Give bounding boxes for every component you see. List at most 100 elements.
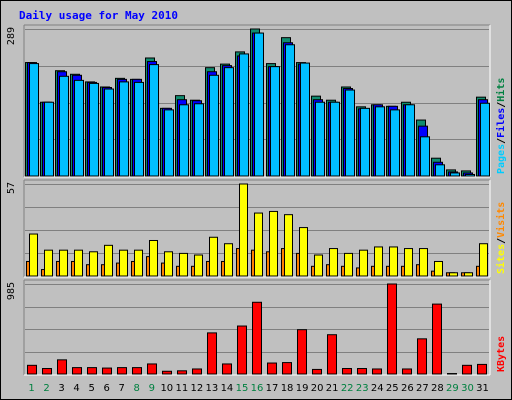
legend-visits: Visits xyxy=(495,202,507,238)
x-tick-label-day-2: 2 xyxy=(43,383,49,394)
legend-files: Files xyxy=(495,108,507,138)
bar-kbytes-day-22 xyxy=(342,368,352,375)
legend-separator: / xyxy=(496,138,507,144)
axis-max-label-middle: 57 xyxy=(6,182,17,194)
bar-pages-day-16 xyxy=(254,32,264,177)
bar-pages-day-12 xyxy=(194,103,204,177)
x-tick-label-day-28: 28 xyxy=(431,383,444,394)
bar-pages-day-8 xyxy=(134,81,144,177)
legend-separator: / xyxy=(496,102,507,108)
bar-sites-day-1 xyxy=(29,233,38,277)
bar-kbytes-day-24 xyxy=(372,368,382,375)
bar-kbytes-day-18 xyxy=(282,362,292,375)
bar-sites-day-14 xyxy=(224,243,233,277)
x-tick-label-day-5: 5 xyxy=(88,383,94,394)
bar-sites-day-10 xyxy=(164,251,173,277)
x-tick-label-day-8: 8 xyxy=(134,383,140,394)
bar-kbytes-day-4 xyxy=(72,367,82,375)
x-tick-label-day-7: 7 xyxy=(119,383,125,394)
bar-kbytes-day-7 xyxy=(117,367,127,375)
panel-middle: 57 Sites/Visits xyxy=(6,179,507,278)
bar-sites-day-31 xyxy=(479,243,488,277)
bar-sites-day-12 xyxy=(194,254,203,277)
bar-pages-day-26 xyxy=(405,104,415,177)
bar-sites-day-11 xyxy=(179,252,188,277)
x-tick-label-day-24: 24 xyxy=(371,383,384,394)
x-tick-label-day-13: 13 xyxy=(206,383,219,394)
bar-pages-day-3 xyxy=(59,75,69,177)
bar-pages-day-6 xyxy=(104,88,114,177)
bar-pages-day-4 xyxy=(74,79,84,177)
bar-pages-day-9 xyxy=(149,64,159,177)
x-tick-label-day-22: 22 xyxy=(341,383,354,394)
bar-kbytes-day-16 xyxy=(252,301,262,375)
x-tick-label-day-10: 10 xyxy=(160,383,173,394)
legend-sites: Sites xyxy=(495,244,507,274)
panel-bottom: 985 KBytes xyxy=(6,279,507,376)
legend-bottom: KBytes xyxy=(496,336,507,372)
bar-sites-day-8 xyxy=(134,249,143,277)
bar-pages-day-20 xyxy=(315,101,325,177)
legend-separator: / xyxy=(496,238,507,244)
bar-pages-day-18 xyxy=(285,44,295,177)
bar-sites-day-25 xyxy=(389,246,398,277)
chart-title: Daily usage for May 2010 xyxy=(19,9,178,22)
bar-sites-day-28 xyxy=(434,260,443,277)
legend-kbytes: KBytes xyxy=(496,336,507,372)
bar-kbytes-day-17 xyxy=(267,362,277,375)
bar-kbytes-day-29 xyxy=(447,373,457,375)
bar-pages-day-5 xyxy=(89,82,99,177)
bar-kbytes-day-14 xyxy=(222,363,232,375)
bar-pages-day-14 xyxy=(224,67,234,177)
bar-kbytes-day-3 xyxy=(57,359,67,375)
bar-kbytes-day-23 xyxy=(357,368,367,375)
x-tick-label-day-15: 15 xyxy=(236,383,249,394)
bar-pages-day-19 xyxy=(300,62,310,177)
bar-kbytes-day-11 xyxy=(177,370,187,375)
bar-pages-day-24 xyxy=(375,106,385,177)
bar-pages-day-22 xyxy=(345,89,355,177)
bar-kbytes-day-9 xyxy=(147,363,157,375)
bar-sites-day-17 xyxy=(269,210,278,277)
bar-sites-day-9 xyxy=(149,239,158,277)
bar-sites-day-13 xyxy=(209,236,218,277)
bar-kbytes-day-25 xyxy=(387,283,397,375)
bar-kbytes-day-12 xyxy=(192,368,202,375)
bar-sites-day-26 xyxy=(404,248,413,277)
bar-pages-day-15 xyxy=(239,53,249,177)
bar-kbytes-day-19 xyxy=(297,329,307,375)
bar-pages-day-23 xyxy=(360,107,370,177)
bar-sites-day-5 xyxy=(89,251,98,277)
bar-sites-day-19 xyxy=(299,227,308,277)
legend-top: Pages/Files/Hits xyxy=(495,78,507,174)
bar-pages-day-31 xyxy=(480,102,490,177)
bar-sites-day-16 xyxy=(254,212,263,277)
x-tick-label-day-4: 4 xyxy=(73,383,79,394)
bar-kbytes-day-8 xyxy=(132,367,142,375)
bar-kbytes-day-10 xyxy=(162,370,172,375)
bar-pages-day-11 xyxy=(179,104,189,177)
x-tick-label-day-23: 23 xyxy=(356,383,369,394)
bar-pages-day-25 xyxy=(390,109,400,177)
axis-max-label-bottom: 985 xyxy=(6,282,17,300)
bar-sites-day-6 xyxy=(104,244,113,277)
x-tick-label-day-20: 20 xyxy=(311,383,324,394)
bar-sites-day-20 xyxy=(314,254,323,277)
bar-kbytes-day-1 xyxy=(27,364,37,375)
x-tick-label-day-19: 19 xyxy=(296,383,309,394)
bar-sites-day-27 xyxy=(419,248,428,277)
bar-pages-day-13 xyxy=(209,74,219,177)
x-tick-label-day-21: 21 xyxy=(326,383,339,394)
x-tick-label-day-6: 6 xyxy=(103,383,109,394)
bar-pages-day-30 xyxy=(465,173,475,177)
bar-pages-day-21 xyxy=(330,101,340,177)
x-tick-label-day-1: 1 xyxy=(28,383,34,394)
bar-kbytes-day-21 xyxy=(327,334,337,375)
bar-pages-day-1 xyxy=(29,63,39,177)
x-tick-label-day-16: 16 xyxy=(251,383,264,394)
bar-sites-day-24 xyxy=(374,246,383,277)
bar-sites-day-4 xyxy=(74,249,83,277)
